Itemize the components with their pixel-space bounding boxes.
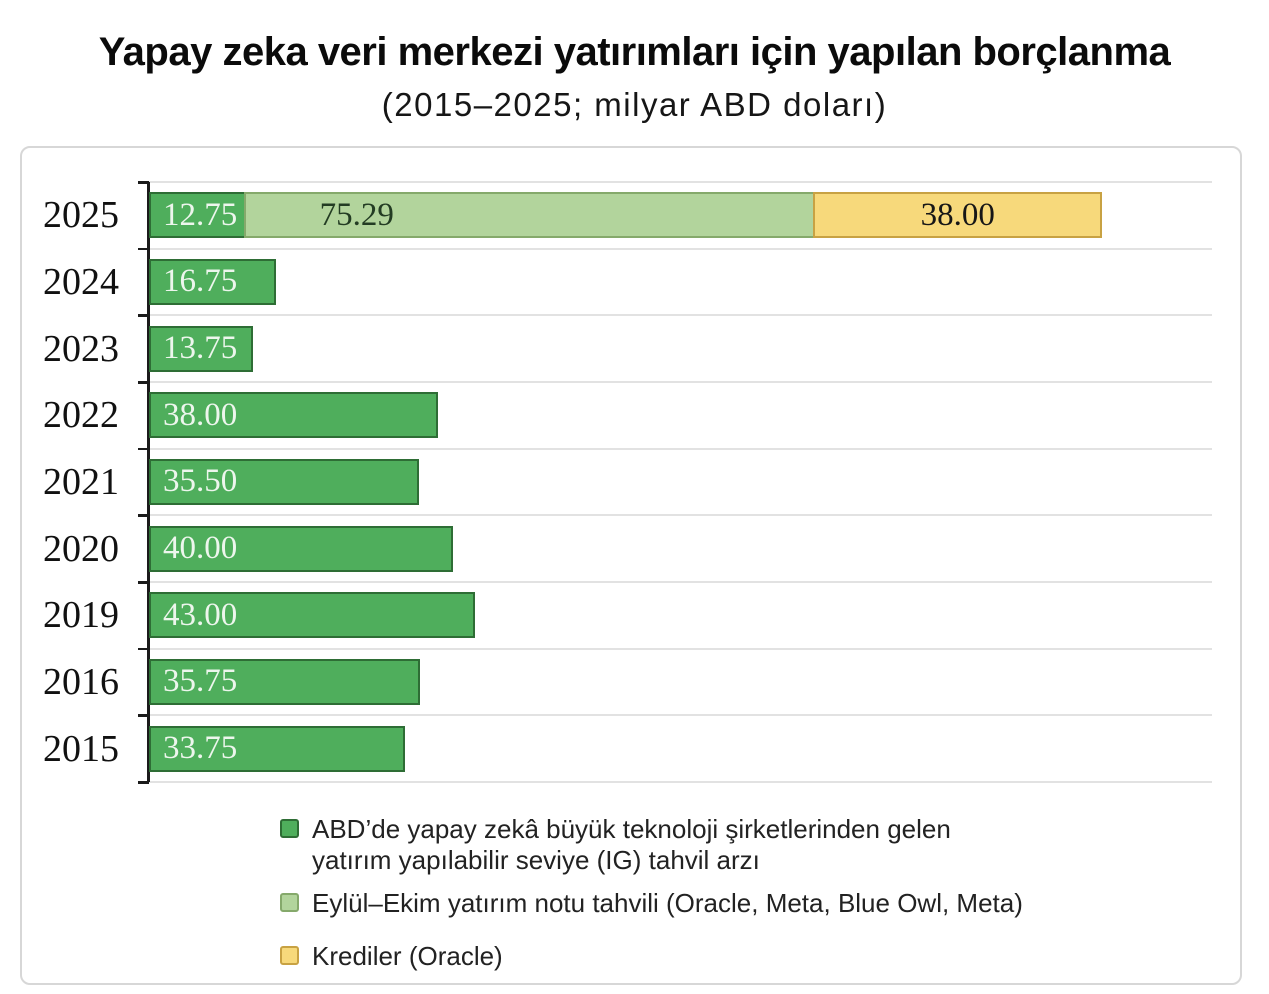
bar-segment: 12.75 xyxy=(149,192,246,239)
legend-label: ABD’de yapay zekâ büyük teknoloji şirket… xyxy=(312,814,951,875)
bar-stack: 33.75 xyxy=(149,715,1212,782)
bar-segment: 35.75 xyxy=(149,658,421,705)
bar-stack: 12.75 75.29 38.00 xyxy=(149,182,1212,249)
bar-segment: 38.00 xyxy=(149,392,438,439)
bar-stack: 35.75 xyxy=(149,649,1212,716)
bar-value-label: 35.50 xyxy=(163,463,238,500)
page-subtitle: (2015–2025; milyar ABD doları) xyxy=(381,86,888,123)
year-label: 2019 xyxy=(43,594,119,637)
bar-row: 2021 35.50 xyxy=(22,449,1240,516)
year-label: 2023 xyxy=(43,327,119,370)
bar-value-label: 38.00 xyxy=(920,196,995,233)
gridline xyxy=(149,314,1212,317)
axis-tick xyxy=(138,581,149,584)
legend-label: Krediler (Oracle) xyxy=(312,941,503,971)
bar-row: 2023 13.75 xyxy=(22,315,1240,382)
legend: ABD’de yapay zekâ büyük teknoloji şirket… xyxy=(280,814,1032,972)
bar-segment: 13.75 xyxy=(149,325,254,372)
gridline xyxy=(149,381,1212,383)
year-label: 2016 xyxy=(43,660,119,703)
bar-value-label: 16.75 xyxy=(163,263,238,300)
bar-value-label: 43.00 xyxy=(163,596,238,633)
bar-stack: 16.75 xyxy=(149,249,1212,316)
bar-stack: 40.00 xyxy=(149,515,1212,582)
bar-value-label: 13.75 xyxy=(163,330,238,367)
bar-row: 2016 35.75 xyxy=(22,649,1240,716)
axis-tick xyxy=(138,181,149,184)
axis-tick xyxy=(138,381,149,384)
gridline xyxy=(149,581,1212,583)
year-label: 2022 xyxy=(43,394,119,437)
bar-value-label: 38.00 xyxy=(163,396,238,433)
bar-stack: 43.00 xyxy=(149,582,1212,649)
y-axis-line xyxy=(147,182,150,782)
axis-tick xyxy=(138,247,149,251)
bar-segment: 35.50 xyxy=(149,458,419,505)
chart-panel: 2025 12.75 75.29 38.00 2024 16.75 2023 13.75 202… xyxy=(20,146,1242,985)
bar-segment: 33.75 xyxy=(149,725,406,772)
gridline xyxy=(149,247,1212,250)
gridline xyxy=(149,181,1212,183)
legend-swatch xyxy=(280,893,299,912)
year-label: 2025 xyxy=(43,194,119,237)
gridline xyxy=(149,514,1212,517)
legend-item: Eylül–Ekim yatırım notu tahvili (Oracle,… xyxy=(280,888,1032,919)
plot-area: 2025 12.75 75.29 38.00 2024 16.75 2023 13.75 202… xyxy=(22,148,1240,828)
bar-row: 2024 16.75 xyxy=(22,249,1240,316)
bar-row: 2020 40.00 xyxy=(22,515,1240,582)
bar-stack: 13.75 xyxy=(149,315,1212,382)
axis-tick xyxy=(138,314,149,317)
bar-row: 2019 43.00 xyxy=(22,582,1240,649)
bar-segment: 40.00 xyxy=(149,525,453,572)
bar-value-label: 75.29 xyxy=(319,196,394,233)
bar-stack: 38.00 xyxy=(149,382,1212,449)
gridline xyxy=(149,714,1212,717)
page-title: Yapay zeka veri merkezi yatırımları için… xyxy=(98,30,1171,74)
year-label: 2020 xyxy=(43,527,119,570)
legend-swatch xyxy=(280,819,299,838)
legend-label: Eylül–Ekim yatırım notu tahvili (Oracle,… xyxy=(312,888,1023,918)
axis-tick xyxy=(138,447,149,451)
bar-value-label: 33.75 xyxy=(163,730,238,767)
bar-segment: 43.00 xyxy=(149,592,476,639)
gridline xyxy=(149,781,1212,783)
bar-segment: 16.75 xyxy=(149,258,277,305)
bar-segment: 38.00 xyxy=(813,192,1102,239)
bar-value-label: 35.75 xyxy=(163,663,238,700)
bar-value-label: 40.00 xyxy=(163,530,238,567)
year-label: 2024 xyxy=(43,260,119,303)
year-label: 2015 xyxy=(43,727,119,770)
axis-tick xyxy=(138,714,149,717)
bar-stack: 35.50 xyxy=(149,449,1212,516)
legend-swatch xyxy=(280,946,299,965)
bar-segment: 75.29 xyxy=(243,192,816,239)
gridline xyxy=(149,447,1212,450)
bar-row: 2022 38.00 xyxy=(22,382,1240,449)
legend-item: Krediler (Oracle) xyxy=(280,941,1032,972)
axis-tick xyxy=(138,647,149,651)
bar-row: 2025 12.75 75.29 38.00 xyxy=(22,182,1240,249)
gridline xyxy=(149,647,1212,650)
bar-row: 2015 33.75 xyxy=(22,715,1240,782)
axis-tick xyxy=(138,514,149,517)
axis-tick xyxy=(138,781,149,784)
legend-item: ABD’de yapay zekâ büyük teknoloji şirket… xyxy=(280,814,1032,876)
bar-value-label: 12.75 xyxy=(163,196,238,233)
year-label: 2021 xyxy=(43,460,119,503)
